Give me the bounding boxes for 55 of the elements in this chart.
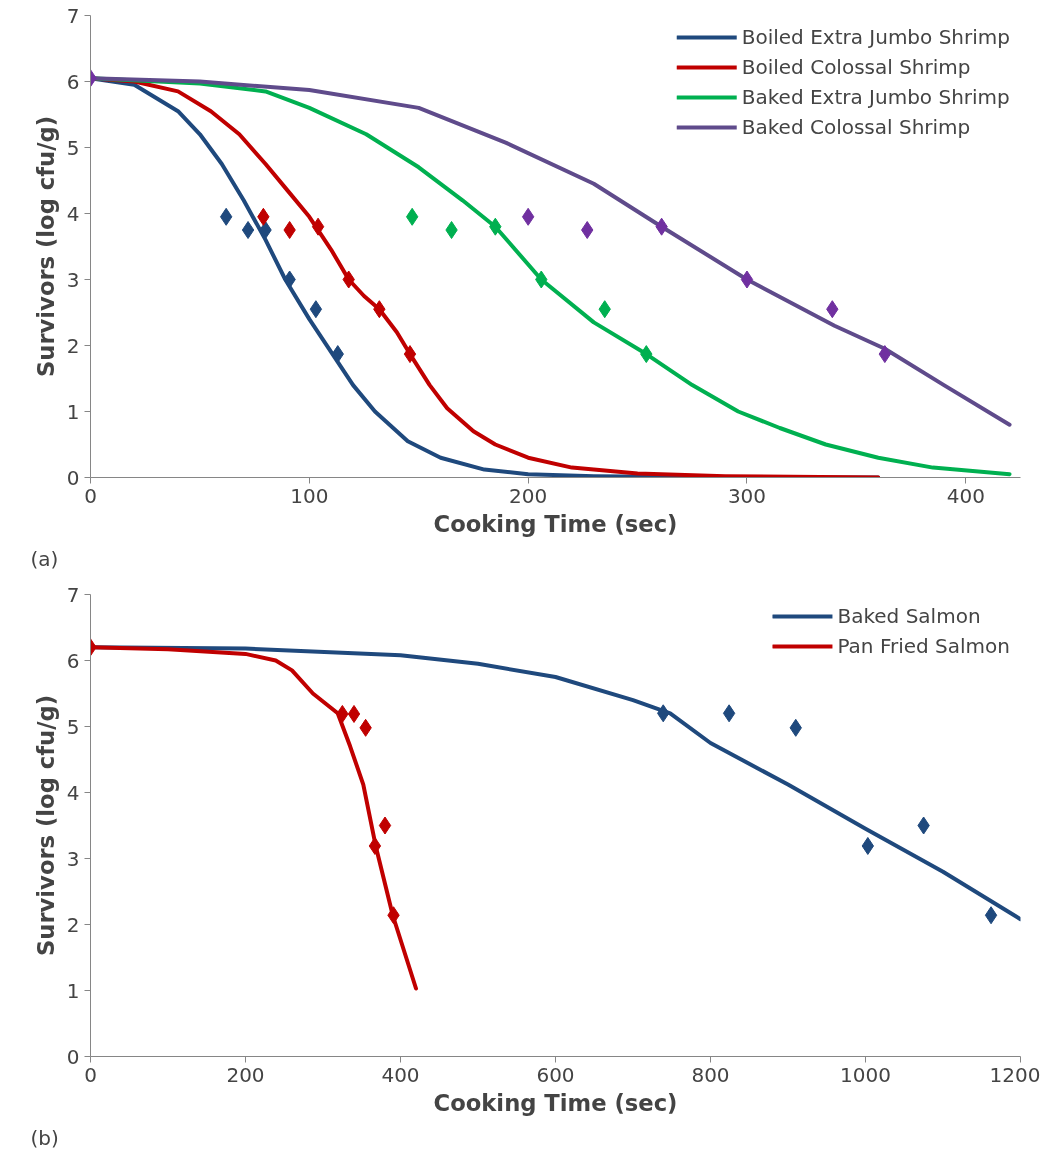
y-tick-label: 6 bbox=[66, 648, 80, 673]
y-tick-label: 7 bbox=[66, 3, 80, 28]
y-tick-label: 0 bbox=[66, 465, 80, 490]
x-tick-label: 1000 bbox=[840, 1062, 891, 1087]
point bbox=[259, 221, 272, 239]
legend-label: Boiled Colossal Shrimp bbox=[741, 55, 971, 79]
point bbox=[378, 816, 392, 835]
legend-label: Pan Fried Salmon bbox=[837, 634, 1010, 658]
y-axis-title: Survivors (log cfu/g) bbox=[32, 115, 59, 378]
point bbox=[241, 221, 255, 239]
legend-label: Baked Extra Jumbo Shrimp bbox=[741, 85, 1010, 109]
x-tick-label: 1200 bbox=[989, 1062, 1041, 1087]
text: (b) bbox=[30, 1125, 59, 1150]
y-tick-label: 2 bbox=[66, 912, 80, 937]
point bbox=[722, 704, 736, 723]
y-tick-label: 3 bbox=[66, 846, 80, 871]
point bbox=[403, 345, 417, 364]
point bbox=[347, 704, 361, 723]
x-tick-label: 400 bbox=[946, 483, 985, 508]
point bbox=[740, 270, 754, 289]
x-tick-label: 800 bbox=[691, 1062, 730, 1087]
y-tick-label: 2 bbox=[66, 333, 80, 358]
y-tick-label: 1 bbox=[66, 399, 80, 424]
point bbox=[309, 300, 323, 319]
point bbox=[984, 906, 998, 925]
point bbox=[581, 221, 594, 239]
point bbox=[311, 217, 325, 236]
x-axis-title: Cooking Time (sec) bbox=[433, 1089, 678, 1116]
text: (a) bbox=[30, 546, 59, 571]
y-tick-label: 1 bbox=[66, 978, 80, 1003]
x-tick-label: 400 bbox=[381, 1062, 420, 1087]
x-tick-label: 600 bbox=[536, 1062, 575, 1087]
point bbox=[521, 207, 535, 226]
y-tick-label: 3 bbox=[66, 267, 80, 292]
point bbox=[368, 836, 382, 855]
point bbox=[283, 221, 296, 239]
legend-label: Baked Salmon bbox=[837, 604, 981, 628]
y-tick-label: 6 bbox=[66, 69, 80, 94]
x-tick-label: 300 bbox=[727, 483, 767, 508]
x-tick-label: 0 bbox=[84, 1062, 97, 1087]
legend-label: Baked Colossal Shrimp bbox=[741, 115, 971, 139]
x-tick-label: 200 bbox=[509, 483, 548, 508]
y-tick-label: 4 bbox=[66, 780, 80, 805]
legend-label: Boiled Extra Jumbo Shrimp bbox=[741, 25, 1010, 49]
y-tick-label: 0 bbox=[66, 1044, 80, 1069]
y-tick-label: 5 bbox=[66, 135, 80, 160]
y-tick-label: 7 bbox=[66, 582, 80, 607]
x-axis-title: Cooking Time (sec) bbox=[433, 510, 678, 537]
x-tick-label: 100 bbox=[290, 483, 329, 508]
x-tick-label: 0 bbox=[84, 483, 97, 508]
point bbox=[445, 221, 458, 239]
y-tick-label: 4 bbox=[66, 201, 80, 226]
x-tick-label: 200 bbox=[226, 1062, 265, 1087]
y-axis-title: Survivors (log cfu/g) bbox=[32, 694, 59, 957]
y-tick-label: 5 bbox=[66, 714, 80, 739]
